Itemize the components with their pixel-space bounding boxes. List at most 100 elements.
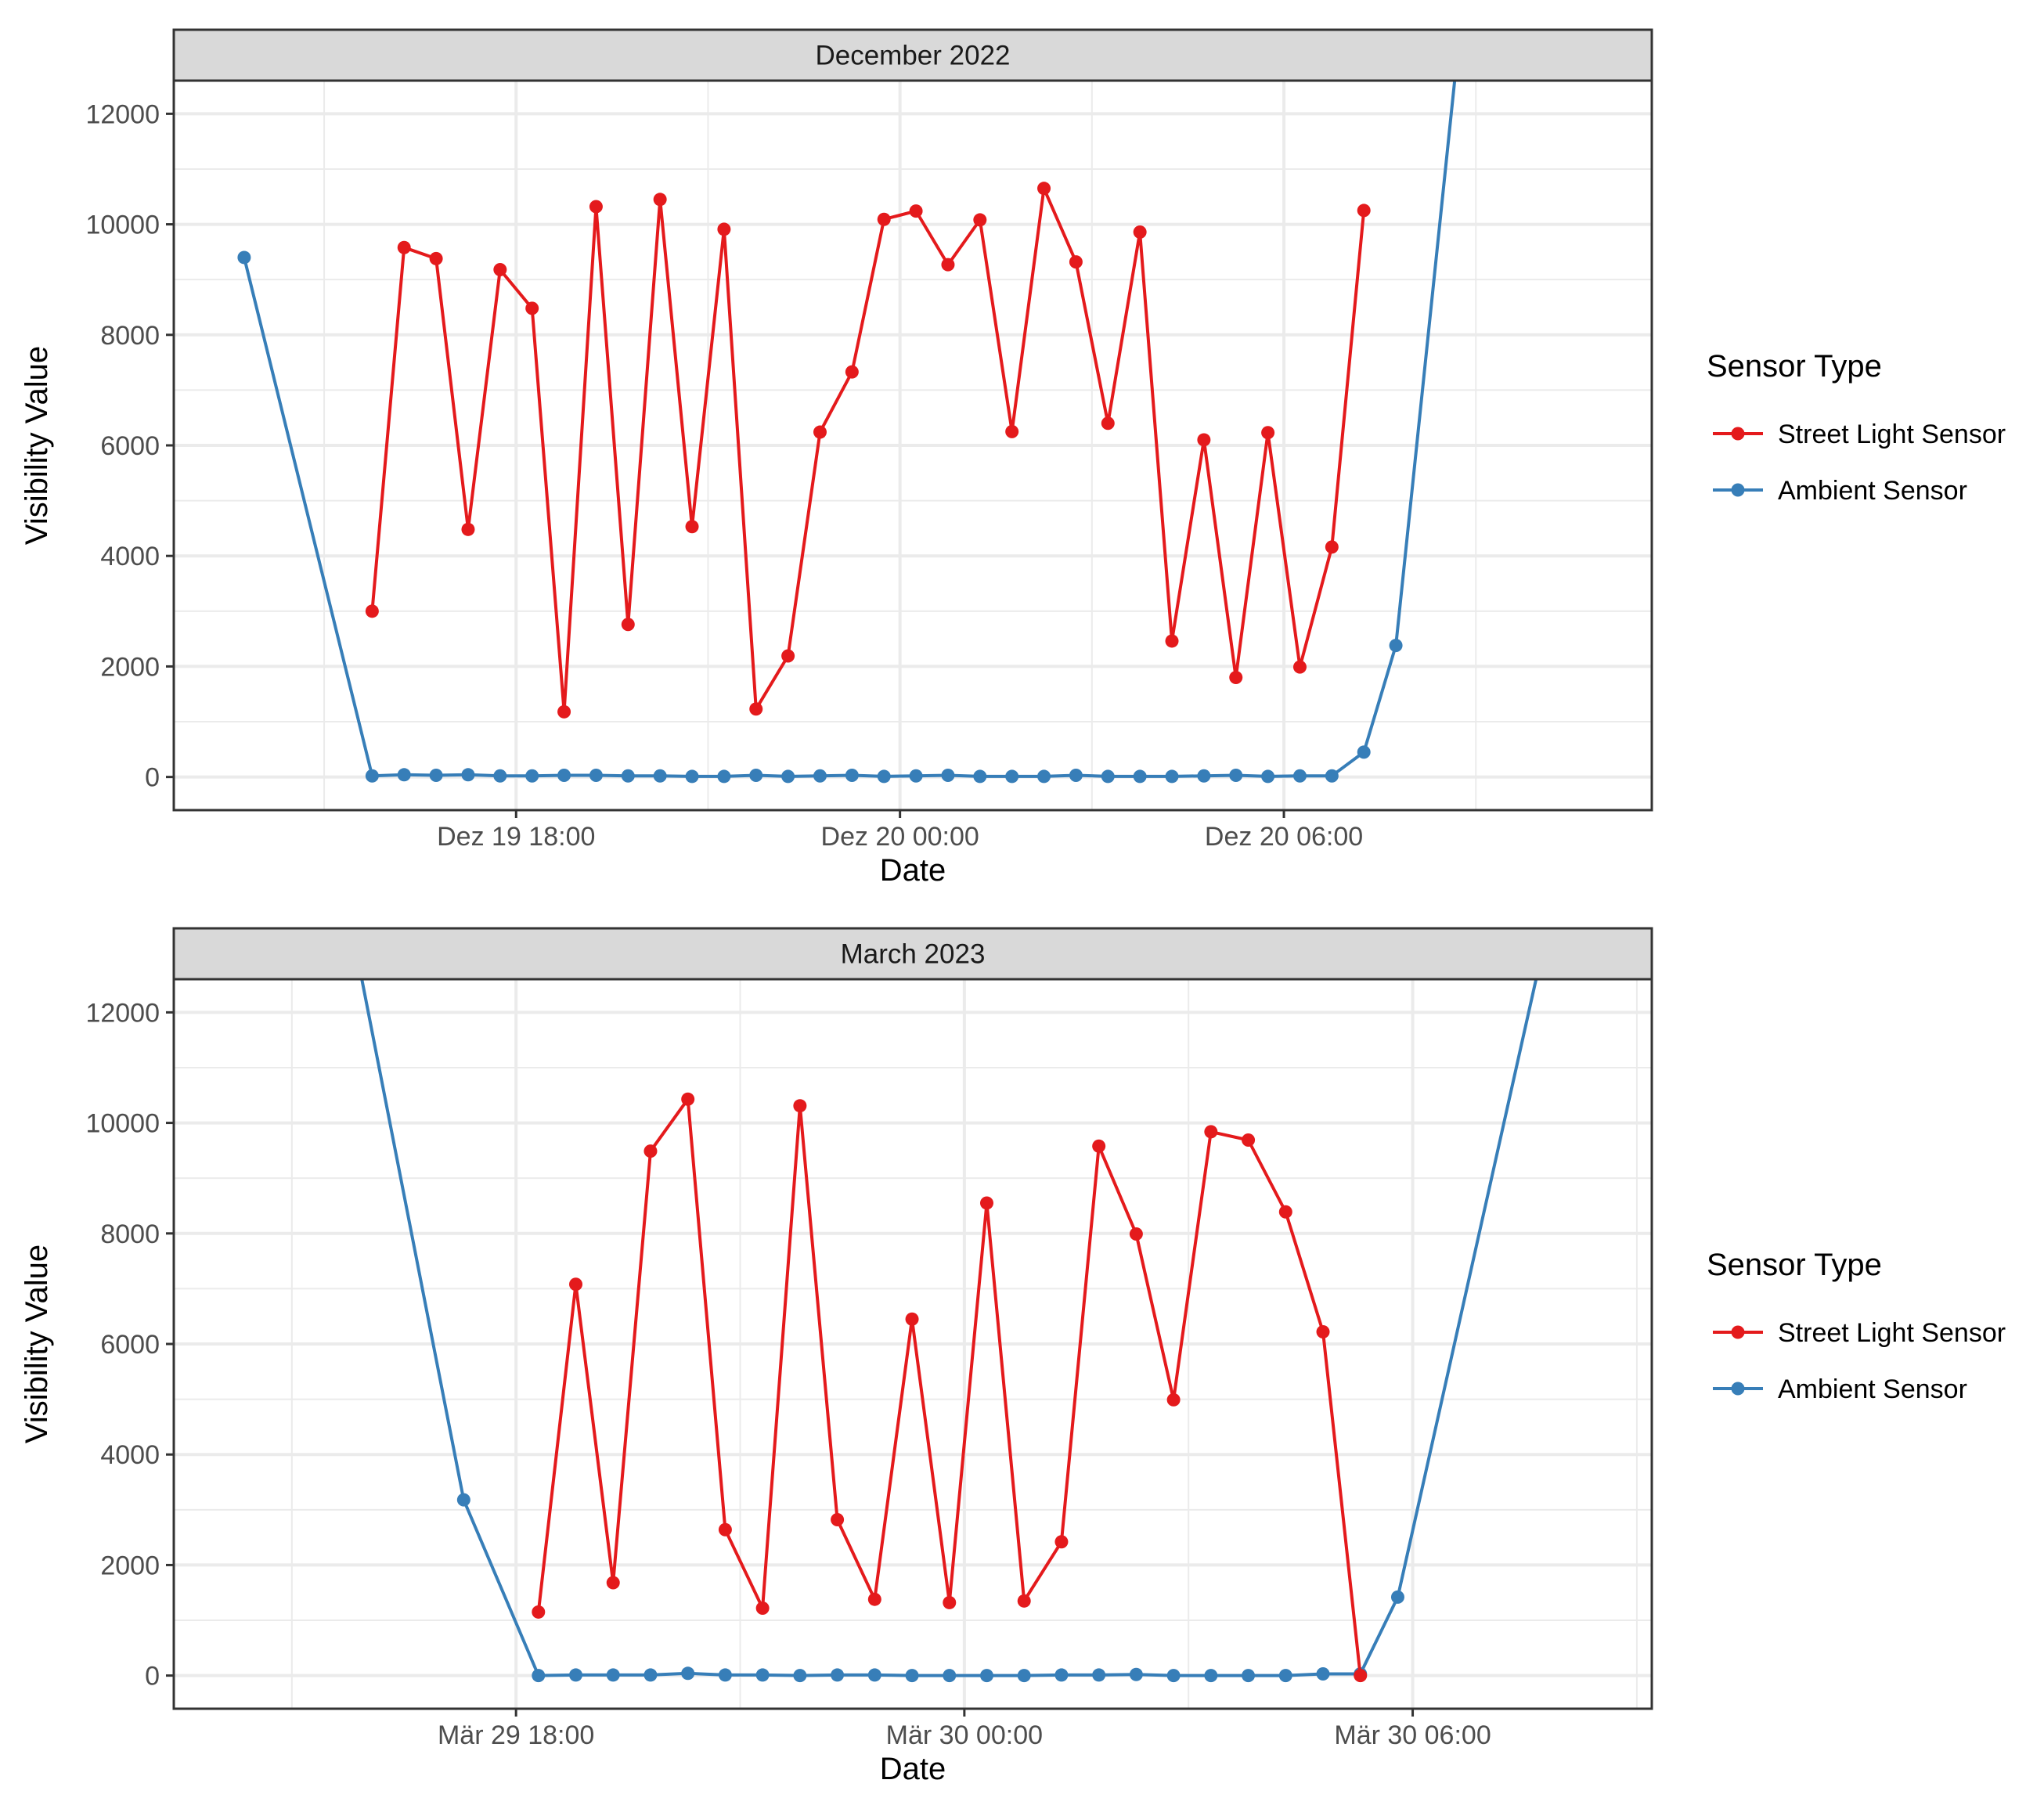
data-point	[979, 1196, 993, 1210]
data-point	[1166, 1392, 1181, 1407]
data-point	[429, 769, 443, 783]
data-point	[718, 1522, 732, 1537]
data-point	[941, 258, 955, 272]
data-point	[525, 769, 539, 783]
data-point	[909, 204, 923, 218]
legend-title: Sensor Type	[1707, 1248, 1882, 1282]
data-point	[397, 768, 411, 782]
data-point	[905, 1312, 919, 1326]
facet-strip	[172, 927, 1653, 981]
data-point	[606, 1576, 620, 1590]
data-point	[1069, 769, 1083, 783]
data-point	[973, 769, 987, 784]
data-point	[1165, 634, 1179, 648]
y-tick-label: 8000	[100, 1220, 160, 1249]
data-point	[845, 769, 859, 783]
data-point	[1037, 769, 1051, 784]
data-point	[1204, 1125, 1218, 1139]
y-tick-label: 12000	[85, 99, 160, 129]
data-point	[1229, 769, 1243, 783]
data-point	[943, 1595, 957, 1609]
data-point	[1005, 424, 1019, 438]
data-point	[1242, 1133, 1256, 1147]
data-point	[606, 1668, 620, 1682]
legend-label: Ambient Sensor	[1778, 1374, 1967, 1404]
y-tick-label: 0	[145, 1662, 160, 1692]
data-point	[1092, 1139, 1106, 1153]
data-point	[621, 769, 635, 783]
data-point	[755, 1601, 770, 1615]
data-point	[1092, 1668, 1106, 1682]
data-point	[1133, 225, 1147, 239]
data-point	[1357, 204, 1371, 218]
y-tick-label: 6000	[100, 1330, 160, 1360]
data-point	[557, 769, 571, 783]
data-point	[1292, 769, 1307, 783]
legend-key-point	[1731, 1325, 1745, 1339]
data-point	[1325, 769, 1339, 783]
data-point	[755, 1668, 770, 1682]
data-point	[525, 301, 539, 315]
y-tick-label: 0	[145, 763, 160, 793]
series-layer	[237, 81, 1457, 784]
data-point	[941, 769, 955, 783]
data-point	[1325, 540, 1339, 554]
data-point	[461, 768, 475, 782]
data-point	[1261, 426, 1275, 440]
data-point	[1054, 1668, 1069, 1682]
data-point	[589, 769, 603, 783]
data-point	[1261, 769, 1275, 784]
y-tick-label: 4000	[100, 1440, 160, 1470]
y-tick-label: 2000	[100, 652, 160, 682]
series-line	[370, 186, 1366, 714]
data-point	[429, 251, 443, 265]
data-point	[867, 1592, 881, 1606]
data-point	[1005, 769, 1019, 784]
data-point	[589, 200, 603, 214]
facet-strip-label: March 2023	[841, 939, 986, 970]
x-tick-label: Dez 20 06:00	[1205, 822, 1363, 852]
data-point	[1017, 1594, 1031, 1608]
data-point	[532, 1669, 546, 1683]
data-point	[1197, 769, 1211, 783]
legend: Sensor Type Street Light Sensor Ambient Se…	[1707, 1248, 2006, 1404]
legend-key-point	[1731, 427, 1745, 441]
data-point	[1278, 1669, 1292, 1683]
series-layer	[360, 979, 1538, 1683]
data-point	[1129, 1667, 1143, 1681]
facet-panel: March 2023 0 2000 4000 6000 8000 10000 12000 Mär…	[20, 927, 2006, 1786]
data-point	[1204, 1669, 1218, 1683]
x-tick-label: Dez 20 00:00	[821, 822, 979, 852]
data-point	[1133, 769, 1147, 784]
data-point	[1316, 1667, 1330, 1681]
data-point	[877, 769, 891, 784]
data-point	[1101, 416, 1115, 431]
data-point	[685, 520, 699, 534]
y-axis-title: Visibility Value	[20, 346, 54, 545]
data-point	[681, 1092, 695, 1106]
legend: Sensor Type Street Light Sensor Ambient Se…	[1707, 349, 2006, 506]
y-tick-label: 6000	[100, 431, 160, 461]
data-point	[569, 1668, 583, 1682]
data-point	[717, 222, 731, 236]
x-tick-label: Dez 19 18:00	[437, 822, 595, 852]
data-point	[749, 769, 763, 783]
data-point	[1278, 1205, 1292, 1219]
legend-label: Ambient Sensor	[1778, 476, 1967, 506]
data-point	[1129, 1227, 1143, 1241]
x-tick-label: Mär 29 18:00	[438, 1720, 594, 1750]
legend-label: Street Light Sensor	[1778, 420, 2006, 449]
data-point	[1389, 639, 1403, 653]
data-point	[1037, 182, 1051, 196]
legend-label: Street Light Sensor	[1778, 1318, 2006, 1348]
y-tick-label: 10000	[85, 211, 160, 240]
data-point	[653, 769, 667, 783]
data-point	[237, 250, 251, 265]
data-point	[557, 704, 571, 719]
data-point	[1354, 1669, 1368, 1683]
data-point	[909, 769, 923, 783]
data-point	[749, 702, 763, 716]
data-point	[718, 1668, 732, 1682]
data-point	[813, 769, 827, 783]
